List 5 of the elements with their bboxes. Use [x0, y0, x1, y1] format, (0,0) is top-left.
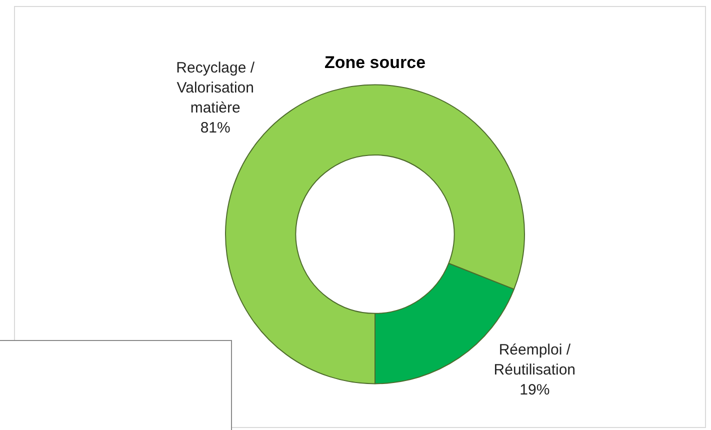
slice-label: Réemploi / Réutilisation — [494, 341, 576, 378]
data-label: 19% — [520, 381, 550, 398]
chart-title: Zone source — [324, 52, 426, 72]
slice-label: Recyclage / Valorisation matière — [176, 59, 256, 116]
data-label: 81% — [200, 119, 230, 136]
